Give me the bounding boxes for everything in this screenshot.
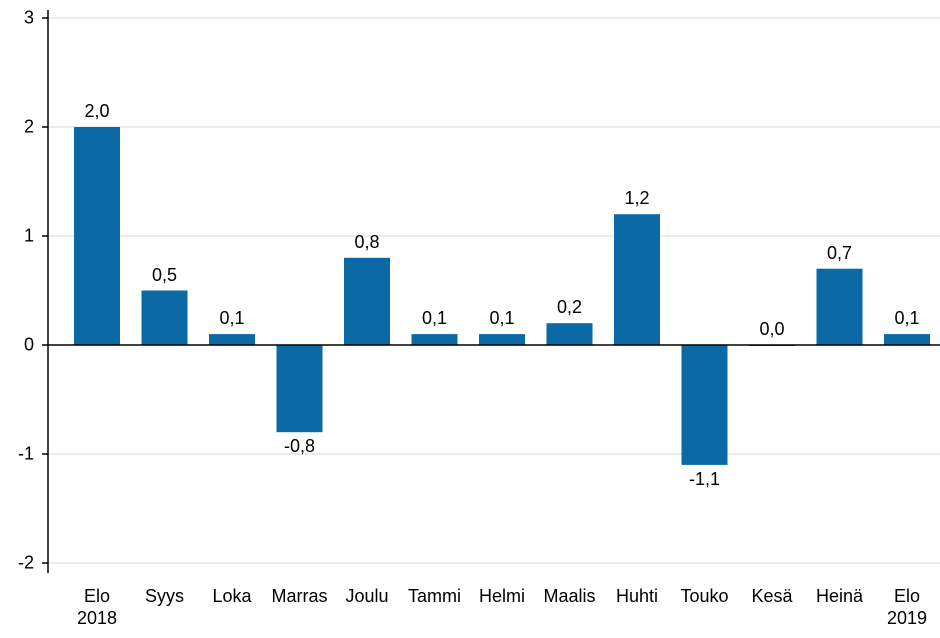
- value-label: -0,8: [283, 436, 316, 457]
- bar: [884, 334, 930, 345]
- value-label: 0,1: [894, 308, 920, 329]
- value-label: 0,1: [219, 308, 245, 329]
- value-label: 1,2: [624, 188, 650, 209]
- x-tick-label: Helmi: [478, 586, 526, 606]
- y-tick-label: -2: [17, 552, 34, 573]
- x-tick-label: Touko: [680, 586, 729, 606]
- y-tick-label: -1: [17, 443, 34, 464]
- bar: [816, 268, 863, 345]
- bar: [411, 334, 458, 345]
- x-tick-label: Marras: [271, 586, 328, 606]
- value-label: 0,8: [354, 231, 380, 252]
- y-tick-label: 3: [23, 7, 34, 28]
- value-label: 0,2: [556, 297, 583, 318]
- value-label: 0,1: [489, 308, 515, 329]
- x-tick-label: Elo 2018: [76, 586, 118, 628]
- bar: [546, 323, 593, 345]
- x-tick-label: Heinä: [815, 586, 864, 606]
- bar: [74, 127, 120, 345]
- x-tick-label: Elo 2019: [886, 586, 928, 628]
- x-tick-label: Huhti: [615, 586, 659, 606]
- y-tick-label: 0: [23, 334, 34, 355]
- bar: [209, 334, 255, 345]
- bar: [344, 257, 390, 345]
- value-label: 0,0: [759, 319, 785, 339]
- bar: [681, 345, 728, 465]
- x-tick-label: Syys: [144, 586, 185, 606]
- value-label: 0,7: [826, 242, 853, 263]
- bar: [479, 334, 525, 345]
- bar: [614, 214, 660, 345]
- value-label: 2,0: [84, 101, 110, 121]
- x-tick-label: Joulu: [345, 586, 389, 606]
- x-tick-label: Kesä: [751, 586, 793, 606]
- x-tick-label: Maalis: [543, 586, 596, 606]
- value-label: 0,5: [151, 264, 178, 285]
- x-tick-label: Loka: [212, 586, 252, 606]
- bar: [141, 290, 188, 345]
- y-tick-label: 1: [23, 225, 34, 246]
- value-label: -1,1: [688, 468, 721, 489]
- y-tick-label: 2: [23, 116, 34, 137]
- bar: [276, 345, 323, 433]
- x-tick-label: Tammi: [408, 586, 461, 606]
- value-label: 0,1: [421, 308, 448, 329]
